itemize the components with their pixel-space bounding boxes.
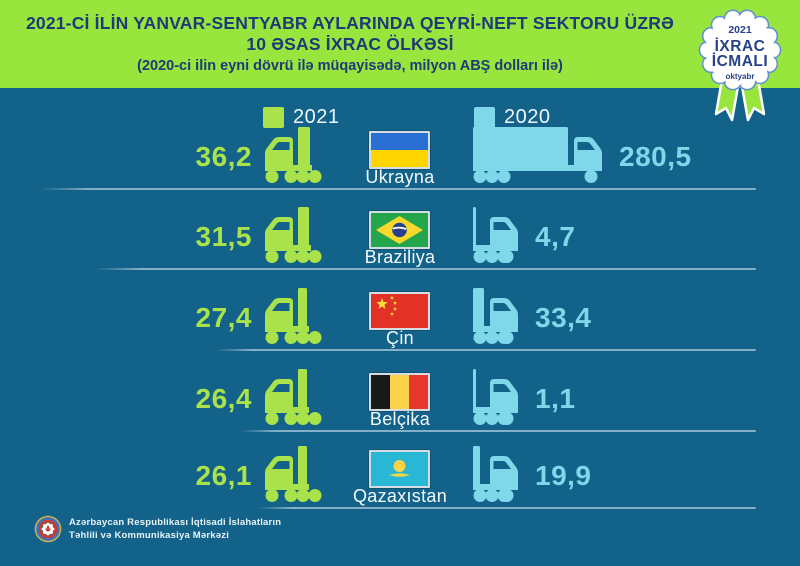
flag-1-icon (369, 131, 430, 169)
country-label: Çin (386, 328, 414, 348)
export-row-4: 26,4 Belçika 1,1 (0, 346, 800, 432)
footer: Azərbaycan Respublikası İqtisadi İslahat… (34, 515, 281, 543)
row-separator (95, 268, 756, 270)
export-row-5: 26,1 Qazaxıstan 19,9 (0, 423, 800, 509)
flag-3-icon (369, 292, 430, 330)
export-row-2: 31,5 Braziliya 4,7 (0, 184, 800, 270)
page-title-line1: 2021-Cİ İLİN YANVAR-SENTYABR AYLARINDA Q… (25, 12, 675, 33)
truck-2020-icon (473, 127, 604, 188)
legend-item-2021: 2021 (263, 106, 340, 129)
truck-2020-icon (473, 446, 520, 507)
legend-swatch-2020 (474, 107, 495, 128)
truck-2021-icon (262, 288, 324, 349)
row-separator (40, 188, 756, 190)
organization-name-line1: Azərbaycan Respublikası İqtisadi İslahat… (69, 517, 282, 528)
value-2020: 280,5 (619, 141, 692, 172)
legend-label-2020: 2020 (504, 106, 551, 128)
value-2021: 36,2 (195, 141, 252, 172)
flag-5-icon (369, 450, 430, 488)
legend-label-2021: 2021 (293, 106, 340, 128)
legend-swatch-2021 (263, 107, 284, 128)
value-2021: 31,5 (195, 221, 252, 252)
row-separator (215, 349, 756, 351)
value-2021: 26,4 (195, 383, 252, 414)
page-title-line2: 10 ƏSAS İXRAC ÖLKƏSİ (246, 33, 454, 54)
truck-2021-icon (262, 207, 324, 268)
truck-2021-icon (262, 127, 324, 188)
header: 2021-Cİ İLİN YANVAR-SENTYABR AYLARINDA Q… (0, 0, 800, 88)
page-subtitle: (2020-ci ilin eyni dövrü ilə müqayisədə,… (137, 57, 563, 74)
truck-2020-icon (473, 207, 520, 268)
row-separator (240, 430, 756, 432)
export-row-1: 36,2 Ukrayna 280,5 (0, 104, 800, 190)
value-2020: 4,7 (535, 221, 576, 252)
badge-month: oktyabr (726, 72, 755, 81)
truck-2021-icon (262, 446, 324, 507)
export-row-3: 27,4 Çin 33,4 (0, 265, 800, 351)
value-2021: 26,1 (195, 460, 252, 491)
country-label: Belçika (369, 409, 431, 429)
row-separator (258, 507, 756, 509)
truck-2020-icon (473, 369, 520, 430)
badge-line2: İCMALI (712, 53, 768, 70)
badge-year: 2021 (728, 24, 752, 36)
badge-line1: İXRAC (715, 38, 766, 55)
organization-name: Azərbaycan Respublikası İqtisadi İslahat… (69, 516, 281, 542)
value-2020: 33,4 (535, 302, 592, 333)
organization-name-line2: Təhlili və Kommunikasiya Mərkəzi (69, 530, 230, 541)
legend-item-2020: 2020 (474, 106, 551, 129)
flag-2-icon (369, 211, 430, 249)
country-label: Qazaxıstan (352, 486, 448, 506)
country-label: Braziliya (364, 247, 436, 267)
report-badge: 2021 İXRAC İCMALI oktyabr (698, 9, 782, 122)
flag-4-icon (369, 373, 430, 411)
value-2021: 27,4 (195, 302, 252, 333)
country-label: Ukrayna (365, 167, 435, 187)
azerbaijan-emblem-icon (34, 515, 62, 543)
truck-2020-icon (473, 288, 520, 349)
value-2020: 1,1 (535, 383, 576, 414)
value-2020: 19,9 (535, 460, 592, 491)
truck-2021-icon (262, 369, 324, 430)
